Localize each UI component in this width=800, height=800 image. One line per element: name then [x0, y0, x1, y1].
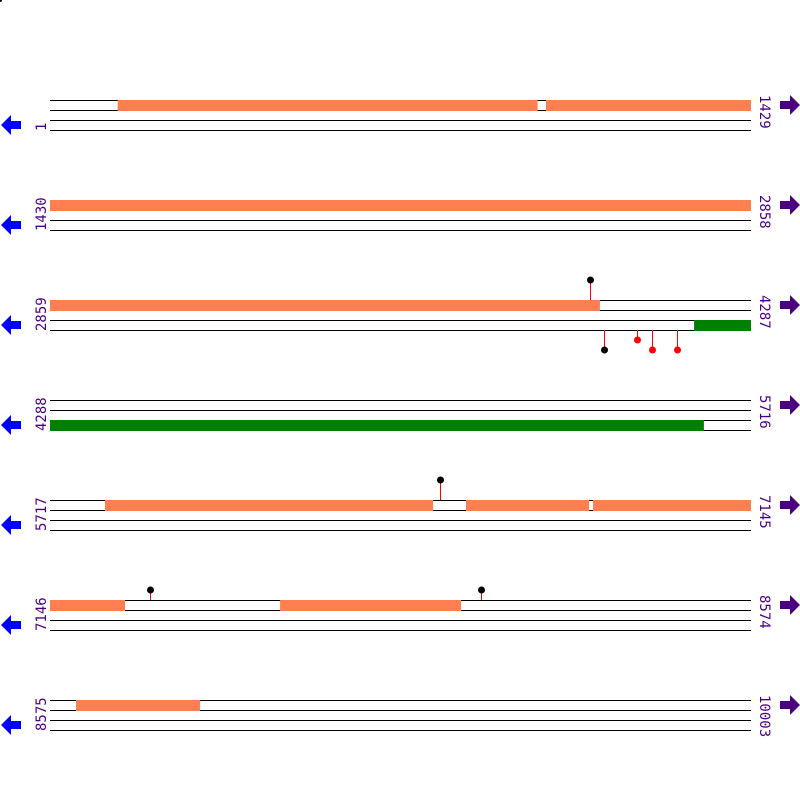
row-start-label: 1430 — [34, 197, 50, 231]
sequence-row: 8575 10003 — [1, 695, 800, 737]
feature-orange — [117, 100, 538, 111]
marker-dot — [147, 586, 154, 594]
feature-orange — [50, 200, 751, 211]
marker-dot — [437, 476, 444, 484]
row-end-label: 4287 — [756, 295, 772, 329]
row-start-label: 8575 — [34, 697, 50, 731]
corner-dot — [0, 0, 2, 2]
feature-orange — [465, 500, 590, 511]
feature-orange — [50, 600, 126, 611]
sequence-row: 2859 4287 — [1, 276, 800, 354]
marker-dot — [674, 346, 681, 354]
row-end-label: 7145 — [756, 495, 772, 529]
arrow-right-icon[interactable] — [780, 495, 800, 515]
row-start-label: 5717 — [34, 497, 50, 531]
feature-orange — [75, 700, 201, 711]
arrow-left-icon[interactable] — [1, 715, 21, 735]
arrow-right-icon[interactable] — [780, 695, 800, 715]
row-start-label: 1 — [34, 123, 50, 131]
row-end-label: 2858 — [756, 195, 772, 229]
sequence-row: 5717 7145 — [1, 476, 800, 535]
arrow-right-icon[interactable] — [780, 195, 800, 215]
row-end-label: 5716 — [756, 395, 772, 429]
feature-orange — [280, 600, 462, 611]
row-start-label: 2859 — [34, 297, 50, 331]
row-end-label: 10003 — [756, 695, 772, 737]
arrow-right-icon[interactable] — [780, 395, 800, 415]
arrow-right-icon[interactable] — [780, 295, 800, 315]
marker-dot — [601, 346, 608, 354]
arrow-right-icon[interactable] — [780, 595, 800, 615]
arrow-left-icon[interactable] — [1, 115, 21, 135]
arrow-left-icon[interactable] — [1, 215, 21, 235]
feature-green — [694, 320, 751, 331]
sequence-row: 1 1429 — [1, 95, 800, 135]
row-start-label: 7146 — [34, 597, 50, 631]
marker-dot — [649, 346, 656, 354]
sequence-row: 7146 8574 — [1, 586, 800, 635]
row-end-label: 1429 — [756, 95, 772, 129]
arrow-left-icon[interactable] — [1, 515, 21, 535]
row-end-label: 8574 — [756, 595, 772, 629]
row-start-label: 4288 — [34, 397, 50, 431]
arrow-left-icon[interactable] — [1, 315, 21, 335]
feature-orange — [50, 300, 600, 311]
marker-dot — [634, 336, 641, 344]
arrow-left-icon[interactable] — [1, 415, 21, 435]
sequence-row: 1430 2858 — [1, 195, 800, 235]
arrow-left-icon[interactable] — [1, 615, 21, 635]
feature-orange — [593, 500, 751, 511]
sequence-row: 4288 5716 — [1, 395, 800, 435]
feature-orange — [104, 500, 434, 511]
feature-green — [50, 420, 704, 431]
feature-orange — [545, 100, 751, 111]
marker-dot — [478, 586, 485, 594]
arrow-right-icon[interactable] — [780, 95, 800, 115]
marker-dot — [587, 276, 594, 284]
